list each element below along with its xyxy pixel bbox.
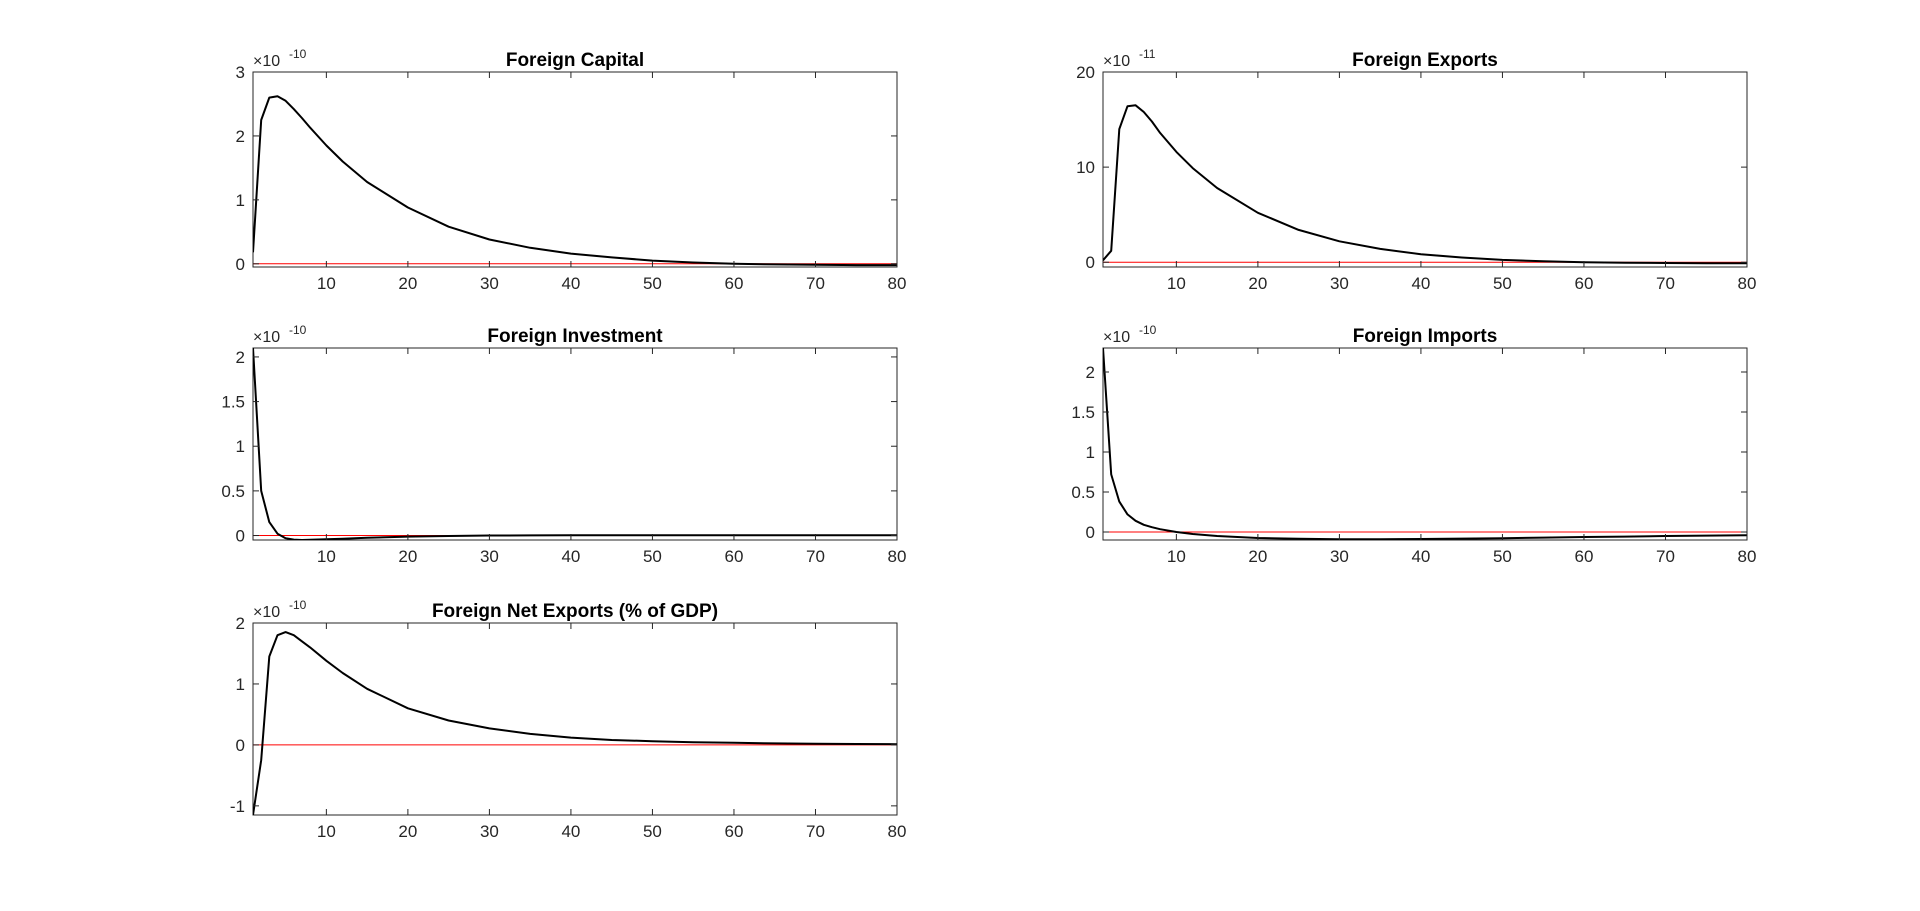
y-tick-label: 1 xyxy=(236,437,245,456)
axis-exponent-label: ×10 xyxy=(253,53,280,70)
x-tick-label: 40 xyxy=(561,547,580,566)
x-tick-label: 70 xyxy=(1656,274,1675,293)
x-tick-label: 80 xyxy=(1738,274,1757,293)
y-tick-label: 0.5 xyxy=(221,482,245,501)
axis-exponent-label: ×10 xyxy=(253,329,280,346)
y-tick-label: 2 xyxy=(236,127,245,146)
axis-exponent-power: -10 xyxy=(1139,323,1157,337)
x-tick-label: 30 xyxy=(480,547,499,566)
x-tick-label: 30 xyxy=(480,822,499,841)
series-line xyxy=(1103,348,1747,540)
y-tick-label: 0 xyxy=(1086,253,1095,272)
x-tick-label: 80 xyxy=(888,822,907,841)
y-tick-label: 0 xyxy=(1086,523,1095,542)
y-tick-label: 1.5 xyxy=(1071,403,1095,422)
chart-title: Foreign Exports xyxy=(1352,50,1498,71)
axes-box xyxy=(1102,71,1748,268)
x-tick-label: 10 xyxy=(1167,547,1186,566)
y-tick-label: 2 xyxy=(1086,363,1095,382)
axis-exponent-label: ×10 xyxy=(253,604,280,621)
chart-title: Foreign Net Exports (% of GDP) xyxy=(432,601,718,622)
axes-box xyxy=(252,71,898,268)
y-tick-label: 3 xyxy=(236,63,245,82)
x-tick-label: 70 xyxy=(1656,547,1675,566)
y-tick-label: 0 xyxy=(236,527,245,546)
axis-exponent-power: -10 xyxy=(289,47,307,61)
series-line xyxy=(253,348,897,540)
chart-panel-foreign-capital: 10 20 30 40 50 60 70 80 0 1 2 3 ×10 -10 Foreign Capita… xyxy=(236,47,907,293)
x-tick-label: 20 xyxy=(398,822,417,841)
chart-panel-foreign-exports: 10 20 30 40 50 60 70 80 0 10 20 ×10 -11 Foreign Expor… xyxy=(1076,47,1756,293)
x-tick-label: 20 xyxy=(1248,274,1267,293)
x-tick-label: 40 xyxy=(561,822,580,841)
x-tick-label: 80 xyxy=(1738,547,1757,566)
x-tick-label: 60 xyxy=(725,274,744,293)
axis-exponent-power: -10 xyxy=(289,598,307,612)
y-tick-label: 1 xyxy=(236,191,245,210)
y-tick-label: 0 xyxy=(236,736,245,755)
chart-panel-foreign-imports: 10 20 30 40 50 60 70 80 0 0.5 1 1.5 2 ×10 -10 Foreign I… xyxy=(1071,323,1756,566)
x-tick-label: 50 xyxy=(1493,547,1512,566)
x-tick-label: 60 xyxy=(725,822,744,841)
x-tick-label: 20 xyxy=(398,547,417,566)
x-tick-label: 50 xyxy=(643,822,662,841)
axes-box xyxy=(1102,347,1748,541)
x-tick-label: 10 xyxy=(317,547,336,566)
y-tick-label: -1 xyxy=(230,797,245,816)
axis-exponent-label: ×10 xyxy=(1103,53,1130,70)
y-tick-label: 2 xyxy=(236,348,245,367)
series-line xyxy=(253,631,897,815)
x-tick-label: 10 xyxy=(317,274,336,293)
x-tick-label: 80 xyxy=(888,274,907,293)
x-tick-label: 70 xyxy=(806,547,825,566)
x-tick-label: 40 xyxy=(1411,547,1430,566)
axes-box xyxy=(252,622,898,816)
x-tick-label: 20 xyxy=(1248,547,1267,566)
x-tick-label: 40 xyxy=(561,274,580,293)
x-tick-label: 40 xyxy=(1411,274,1430,293)
x-tick-label: 10 xyxy=(1167,274,1186,293)
x-tick-label: 60 xyxy=(1575,274,1594,293)
axes-box xyxy=(252,347,898,541)
y-tick-label: 0.5 xyxy=(1071,483,1095,502)
x-tick-label: 30 xyxy=(1330,274,1349,293)
x-tick-label: 70 xyxy=(806,822,825,841)
x-tick-label: 20 xyxy=(398,274,417,293)
series-line xyxy=(253,95,897,267)
x-tick-label: 50 xyxy=(1493,274,1512,293)
series-line xyxy=(1103,104,1747,265)
y-tick-label: 2 xyxy=(236,614,245,633)
chart-panel-foreign-investment: 10 20 30 40 50 60 70 80 0 0.5 1 1.5 2 ×10 -10 Foreign I… xyxy=(221,323,906,566)
axis-exponent-power: -10 xyxy=(289,323,307,337)
y-tick-label: 1 xyxy=(1086,443,1095,462)
x-tick-label: 30 xyxy=(480,274,499,293)
x-tick-label: 80 xyxy=(888,547,907,566)
x-tick-label: 70 xyxy=(806,274,825,293)
y-tick-label: 0 xyxy=(236,255,245,274)
x-tick-label: 10 xyxy=(317,822,336,841)
y-tick-label: 20 xyxy=(1076,63,1095,82)
x-tick-label: 50 xyxy=(643,547,662,566)
x-tick-label: 60 xyxy=(1575,547,1594,566)
chart-title: Foreign Imports xyxy=(1353,326,1498,347)
y-tick-label: 10 xyxy=(1076,158,1095,177)
x-tick-label: 50 xyxy=(643,274,662,293)
y-tick-label: 1 xyxy=(236,675,245,694)
axis-exponent-label: ×10 xyxy=(1103,329,1130,346)
y-tick-label: 1.5 xyxy=(221,393,245,412)
x-tick-label: 30 xyxy=(1330,547,1349,566)
chart-title: Foreign Investment xyxy=(487,326,663,347)
axis-exponent-power: -11 xyxy=(1139,47,1156,61)
x-tick-label: 60 xyxy=(725,547,744,566)
chart-title: Foreign Capital xyxy=(506,50,644,71)
